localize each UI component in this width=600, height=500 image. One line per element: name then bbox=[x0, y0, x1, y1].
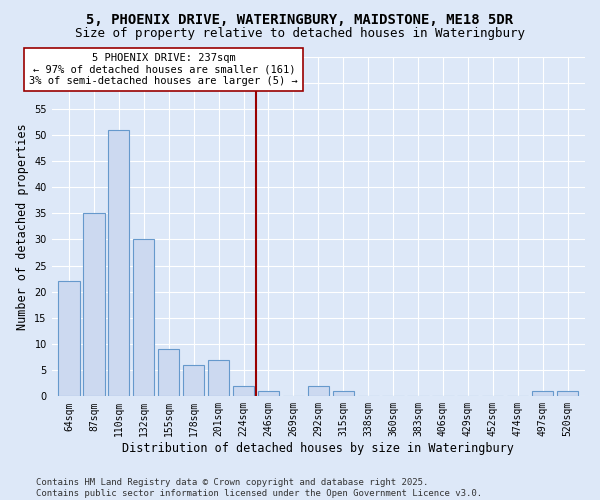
Bar bbox=[332, 391, 354, 396]
Bar bbox=[83, 214, 104, 396]
Bar bbox=[258, 391, 279, 396]
Text: Contains HM Land Registry data © Crown copyright and database right 2025.
Contai: Contains HM Land Registry data © Crown c… bbox=[36, 478, 482, 498]
Bar bbox=[158, 350, 179, 397]
Bar bbox=[58, 282, 80, 397]
Bar bbox=[308, 386, 329, 396]
Bar bbox=[532, 391, 553, 396]
Text: 5, PHOENIX DRIVE, WATERINGBURY, MAIDSTONE, ME18 5DR: 5, PHOENIX DRIVE, WATERINGBURY, MAIDSTON… bbox=[86, 12, 514, 26]
Bar bbox=[133, 240, 154, 396]
X-axis label: Distribution of detached houses by size in Wateringbury: Distribution of detached houses by size … bbox=[122, 442, 514, 455]
Bar bbox=[208, 360, 229, 397]
Text: Size of property relative to detached houses in Wateringbury: Size of property relative to detached ho… bbox=[75, 28, 525, 40]
Bar bbox=[183, 365, 204, 396]
Text: 5 PHOENIX DRIVE: 237sqm
← 97% of detached houses are smaller (161)
3% of semi-de: 5 PHOENIX DRIVE: 237sqm ← 97% of detache… bbox=[29, 53, 298, 86]
Y-axis label: Number of detached properties: Number of detached properties bbox=[16, 123, 29, 330]
Bar bbox=[109, 130, 130, 396]
Bar bbox=[233, 386, 254, 396]
Bar bbox=[557, 391, 578, 396]
